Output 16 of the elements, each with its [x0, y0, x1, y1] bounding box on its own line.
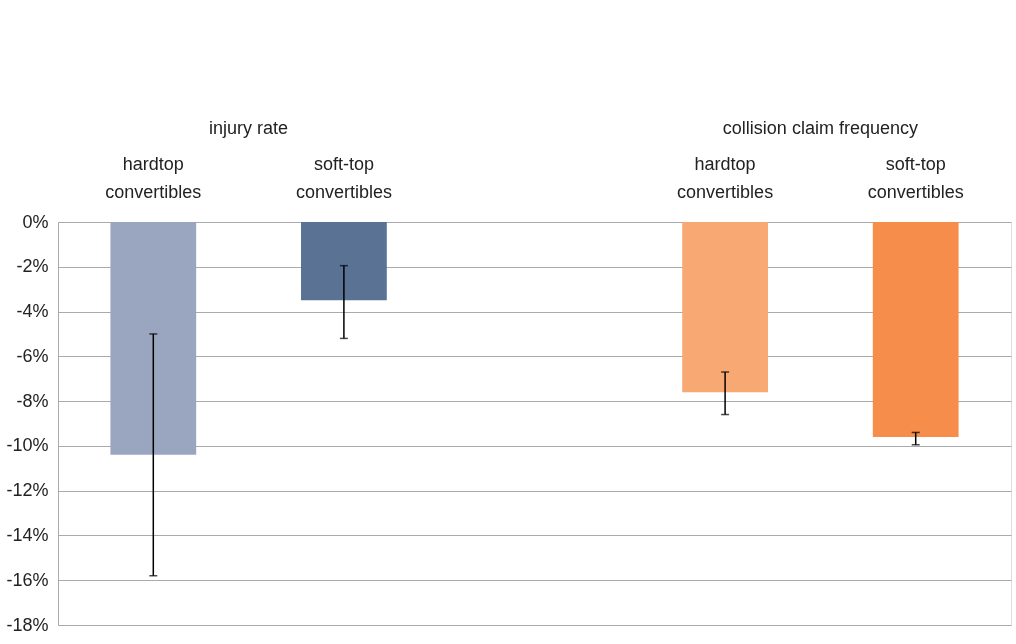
y-tick-label: 0%: [22, 211, 49, 232]
y-tick-label: -18%: [6, 614, 49, 635]
y-tick-label: -4%: [16, 301, 49, 322]
y-tick-label: -14%: [6, 524, 49, 545]
y-tick-label: -10%: [6, 435, 49, 456]
y-tick-label: -16%: [6, 569, 49, 590]
text: injury rate: [209, 118, 289, 138]
x-tick-label: soft-top convertibles: [295, 154, 392, 202]
y-tick-label: -12%: [6, 480, 49, 501]
x-tick-label: hardtop convertibles: [677, 154, 774, 202]
y-tick-label: -2%: [16, 256, 49, 277]
text: collision claim frequency: [722, 118, 918, 138]
y-tick-label: -6%: [16, 345, 49, 366]
y-tick-label: -8%: [16, 390, 49, 411]
x-tick-label: hardtop convertibles: [105, 154, 202, 202]
x-tick-label: soft-top convertibles: [867, 154, 964, 202]
